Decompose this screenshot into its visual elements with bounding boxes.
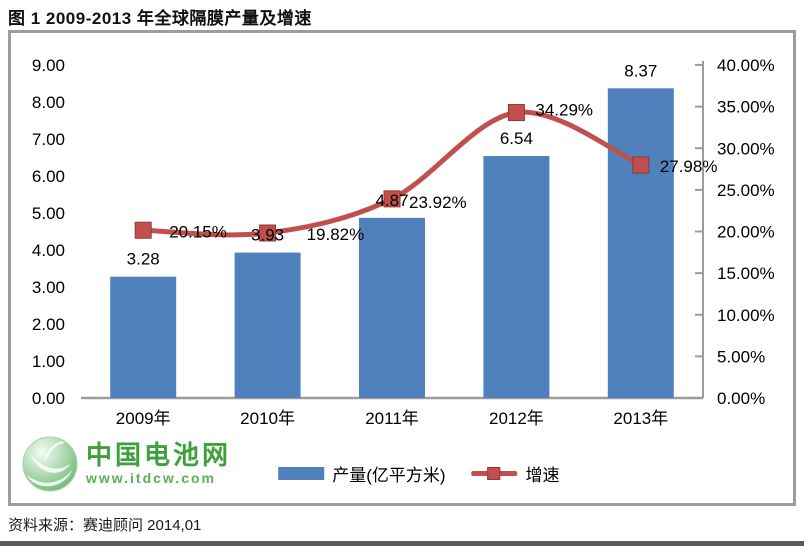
globe-swoosh-icon	[22, 436, 78, 492]
legend-item-production: 产量(亿平方米)	[278, 461, 446, 486]
bar-2012年	[483, 156, 550, 398]
x-axis-category-label: 2011年	[365, 409, 419, 428]
right-axis-tick-label: 10.00%	[717, 306, 775, 325]
right-axis-tick-label: 15.00%	[717, 264, 775, 283]
growth-value-label: 34.29%	[535, 101, 593, 120]
growth-value-label: 23.92%	[409, 193, 467, 212]
watermark-logo: 中国电池网 www.itdcw.com	[21, 435, 231, 493]
right-axis-tick-label: 30.00%	[717, 139, 775, 158]
left-axis-tick-label: 7.00	[32, 130, 65, 149]
legend-item-growth: 增速	[471, 461, 560, 486]
logo-url: www.itdcw.com	[86, 469, 216, 486]
line-series-swatch	[471, 466, 518, 481]
left-axis-tick-label: 0.00	[32, 389, 65, 408]
chart-legend: 产量(亿平方米) 增速	[278, 461, 560, 486]
bar-value-label: 6.54	[500, 129, 533, 148]
bar-2010年	[234, 252, 301, 398]
bottom-divider	[0, 541, 804, 546]
logo-text: 中国电池网 www.itdcw.com	[86, 440, 232, 486]
left-axis-tick-label: 3.00	[32, 278, 65, 297]
bar-2011年	[359, 217, 425, 398]
bar-value-label: 3.28	[127, 250, 160, 269]
x-axis-category-label: 2010年	[240, 409, 295, 428]
growth-value-label: 19.82%	[307, 225, 365, 244]
growth-value-label: 20.15%	[169, 222, 227, 241]
right-axis-tick-label: 25.00%	[717, 181, 775, 200]
growth-value-label: 27.98%	[660, 157, 718, 176]
right-axis-tick-label: 20.00%	[717, 223, 775, 242]
source-note: 资料来源：赛迪顾问 2014,01	[8, 517, 202, 534]
bar-2013年	[607, 88, 674, 398]
x-axis-category-label: 2013年	[613, 409, 668, 428]
line-marker-2011年	[383, 190, 401, 208]
growth-line	[140, 109, 644, 238]
chart-title: 图 1 2009-2013 年全球隔膜产量及增速	[8, 9, 312, 28]
left-axis-tick-label: 2.00	[32, 315, 65, 334]
left-axis-tick-label: 5.00	[32, 204, 65, 223]
chart-plot: 0.00 1.00 2.00 3.00 4.00 5.00 6.00 7.00 8.00 9.00…	[32, 56, 775, 428]
bar-series-swatch	[278, 467, 325, 480]
right-axis-tick-label: 0.00%	[717, 389, 765, 408]
left-axis-tick-label: 9.00	[32, 56, 65, 75]
line-marker-2009年	[134, 221, 152, 239]
left-axis-tick-label: 8.00	[32, 93, 65, 112]
right-axis-tick-label: 35.00%	[717, 98, 775, 117]
x-axis-category-label: 2012年	[489, 409, 544, 428]
left-axis-tick-label: 4.00	[32, 241, 65, 260]
left-axis-tick-label: 1.00	[32, 352, 65, 371]
bar-value-label: 8.37	[624, 61, 657, 80]
bar-value-label: 4.87	[375, 191, 408, 210]
x-axis-category-label: 2009年	[116, 409, 171, 428]
right-axis-tick-label: 40.00%	[717, 56, 775, 75]
line-swatch-marker	[487, 467, 501, 480]
right-axis-tick-label: 5.00%	[717, 347, 765, 366]
line-marker-2012年	[507, 104, 525, 122]
legend-label-growth: 增速	[525, 466, 560, 485]
bar-2009年	[110, 276, 177, 398]
line-marker-2013年	[632, 156, 650, 174]
line-marker-2010年	[259, 224, 277, 242]
bar-value-label: 3.93	[251, 226, 284, 245]
legend-label-production: 产量(亿平方米)	[332, 466, 446, 485]
chart-frame: 0.00 1.00 2.00 3.00 4.00 5.00 6.00 7.00 8.00 9.00…	[8, 30, 796, 506]
logo-name: 中国电池网	[86, 440, 232, 471]
left-axis-tick-label: 6.00	[32, 167, 65, 186]
